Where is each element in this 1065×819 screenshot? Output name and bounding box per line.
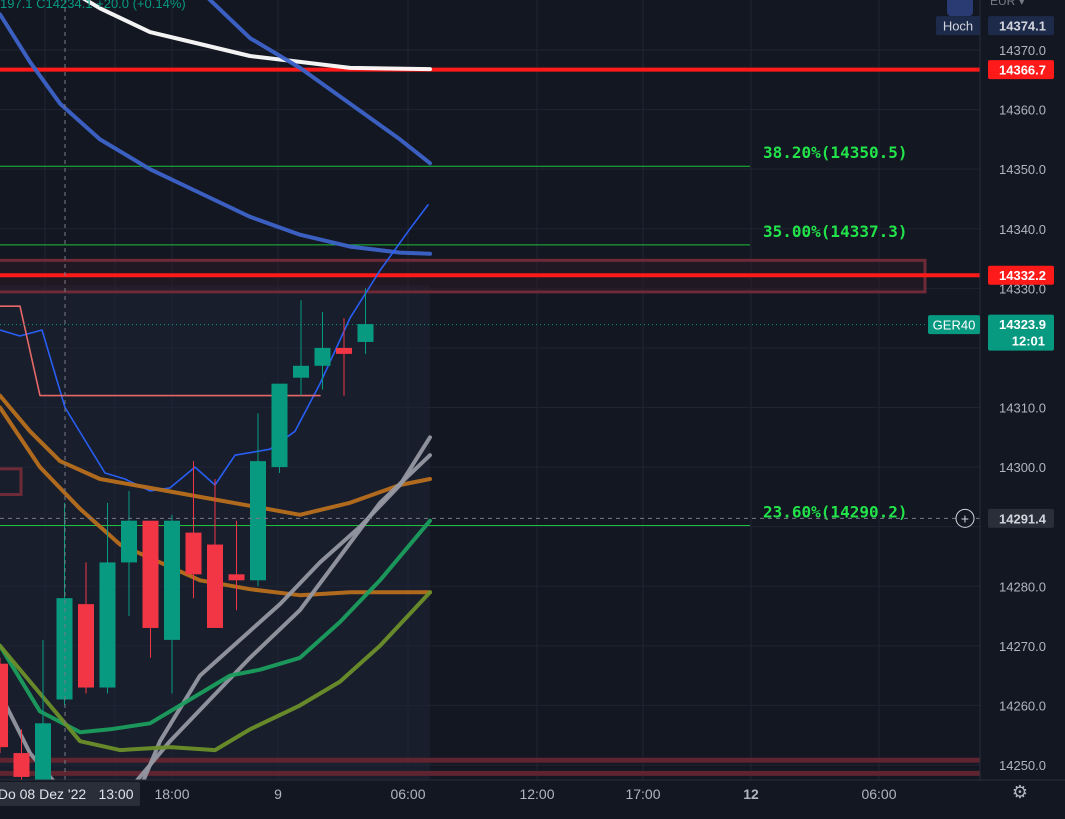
time-axis-tick: 18:00 [154,786,189,802]
candle-body [121,520,137,563]
price-axis-tick: 14330.0 [999,281,1046,296]
price-axis-tick: 14270.0 [999,639,1046,654]
candle-body [314,347,331,366]
candle-body [142,520,159,628]
price-label-tag-text: Hoch [943,19,973,34]
candle-body [228,574,245,581]
price-axis [980,0,1065,780]
candle-body [185,532,202,575]
candle-body [99,562,116,688]
candle-body [336,347,352,354]
price-label-tag [936,16,980,36]
moving-average-line [0,305,321,397]
price-label-value: 14374.1 [999,19,1046,34]
zone-box-small [0,467,23,496]
fib-level-label: 23.60%(14290.2) [763,502,908,521]
price-label-value: 14323.9 [999,317,1046,332]
price-axis-tick: 14310.0 [999,401,1046,416]
alert-icon[interactable] [947,0,973,16]
time-axis-tick: 12:00 [519,786,554,802]
price-axis-tick: 14300.0 [999,460,1046,475]
price-axis-tick: 14260.0 [999,698,1046,713]
moving-average-line [0,590,432,753]
price-label-box [988,314,1054,351]
time-axis-tick: 06:00 [390,786,425,802]
moving-average-line [0,518,432,735]
candle-body [0,663,8,748]
time-crosshair-label-bg [0,782,140,806]
price-label-tag-text: GER40 [933,318,976,333]
candle-body [164,520,180,640]
price-label-box [988,60,1054,80]
time-axis-tick: Do 08 Dez '22 [0,786,86,802]
candle-body [357,324,374,342]
time-axis [0,780,1065,814]
price-axis-tick: 14250.0 [999,758,1046,773]
moving-average-line [0,12,432,256]
plus-icon-glyph: + [961,510,969,526]
moving-average-line [0,393,432,517]
time-axis-tick: 9 [274,786,282,802]
price-axis-tick: 14360.0 [999,103,1046,118]
price-label-box [988,265,1054,285]
plus-icon [955,508,975,528]
price-axis-tick: 14350.0 [999,162,1046,177]
candle-body [35,723,51,783]
price-axis-tick: 14280.0 [999,579,1046,594]
price-label-countdown: 12:01 [1012,334,1045,349]
candle-body [271,383,288,468]
candle-body [13,753,30,777]
time-axis-tick: 06:00 [861,786,896,802]
time-axis-tick: 17:00 [625,786,660,802]
candle-body [78,604,94,688]
candle-body [293,365,309,378]
moving-average-line [207,0,432,166]
price-label-value: 14366.7 [999,63,1046,78]
fib-level-label: 38.20%(14350.5) [763,143,908,162]
price-label-box [988,508,1054,528]
time-axis-tick: 13:00 [98,786,133,802]
moving-average-line [82,0,432,72]
moving-average-line [0,204,429,492]
price-label-value: 14291.4 [999,511,1047,526]
time-axis-tick: 12 [743,786,759,802]
currency-label: EUR [990,0,1016,8]
settings-gear-icon[interactable]: ⚙ [1011,782,1029,802]
chevron-down-icon: ▾ [1018,0,1025,8]
candle-body [207,544,223,628]
price-axis-tick: 14340.0 [999,222,1046,237]
price-label-tag [928,315,980,335]
ohlc-header: 197.1 C14234.1 +20.0 (+0.14%) [0,0,186,11]
fib-level-label: 35.00%(14337.3) [763,222,908,241]
ohlc-text: 197.1 C14234.1 +20.0 (+0.14%) [0,0,186,11]
currency-selector[interactable]: EUR ▾ [990,0,1025,8]
candle-body [250,461,266,581]
price-axis-tick: 14370.0 [999,43,1046,58]
price-label-value: 14332.2 [999,268,1046,283]
price-label-box [988,16,1054,36]
